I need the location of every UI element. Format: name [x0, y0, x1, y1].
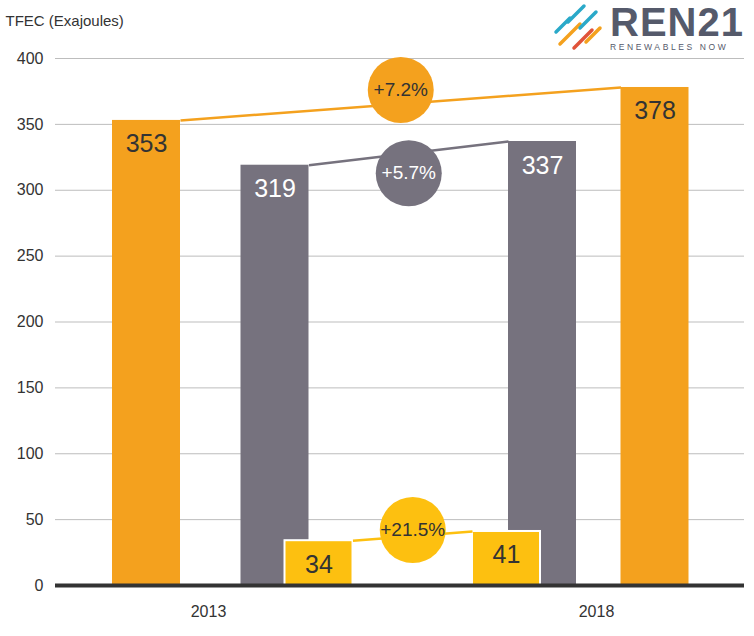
svg-text:2018: 2018 — [579, 603, 615, 620]
svg-text:250: 250 — [17, 247, 44, 264]
svg-text:350: 350 — [17, 115, 44, 132]
svg-text:319: 319 — [254, 174, 296, 202]
svg-text:0: 0 — [35, 577, 44, 594]
svg-text:378: 378 — [634, 96, 676, 124]
svg-text:400: 400 — [17, 50, 44, 67]
svg-text:TFEC (Exajoules): TFEC (Exajoules) — [6, 12, 124, 29]
html-text:RENEWABLES NOW: RENEWABLES NOW — [610, 42, 729, 52]
html-text:REN21: REN21 — [610, 0, 744, 44]
svg-text:41: 41 — [493, 540, 521, 568]
svg-text:200: 200 — [17, 313, 44, 330]
svg-text:300: 300 — [17, 181, 44, 198]
svg-text:+5.7%: +5.7% — [382, 162, 437, 183]
svg-text:150: 150 — [17, 379, 44, 396]
svg-text:50: 50 — [26, 511, 44, 528]
svg-text:100: 100 — [17, 445, 44, 462]
svg-text:34: 34 — [305, 550, 333, 578]
svg-text:337: 337 — [522, 151, 564, 179]
svg-text:+21.5%: +21.5% — [380, 519, 445, 540]
svg-text:353: 353 — [126, 129, 168, 157]
svg-text:+7.2%: +7.2% — [374, 79, 429, 100]
svg-text:2013: 2013 — [191, 603, 227, 620]
